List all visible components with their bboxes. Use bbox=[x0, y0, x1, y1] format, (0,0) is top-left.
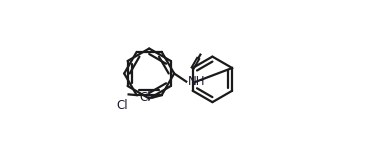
Text: Cl: Cl bbox=[116, 98, 128, 112]
Text: Cl: Cl bbox=[140, 91, 152, 104]
Text: NH: NH bbox=[187, 75, 205, 88]
